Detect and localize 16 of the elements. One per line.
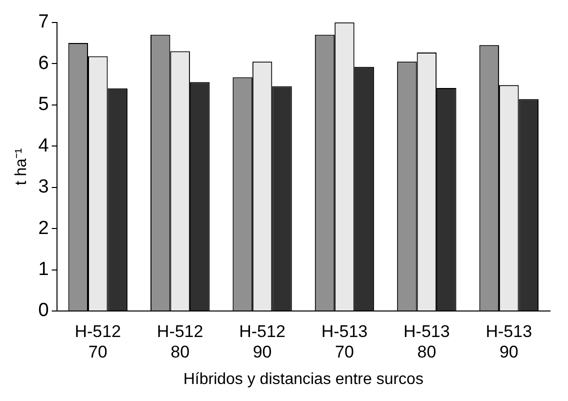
x-tick-label: H-513 70 — [321, 322, 368, 362]
x-tick-label: H-512 90 — [239, 322, 286, 362]
y-tick-label: 7 — [38, 12, 49, 33]
y-axis-title: t ha⁻¹ — [13, 148, 30, 186]
y-tick-label: 6 — [38, 52, 49, 74]
y-tick-label: 0 — [38, 300, 49, 322]
x-axis-title: Híbridos y distancias entre surcos — [183, 370, 424, 388]
y-tick-label: 2 — [38, 218, 49, 239]
x-tick-label: H-512 80 — [156, 322, 204, 362]
y-tick-label: 3 — [38, 176, 49, 198]
x-tick-label: H-513 80 — [404, 322, 450, 362]
x-tick-label: H-513 90 — [486, 322, 532, 362]
y-tick-label: 4 — [38, 135, 50, 156]
x-tick-label: H-512 70 — [74, 322, 122, 362]
y-tick-label: 1 — [38, 259, 49, 280]
y-tick-label: 5 — [38, 94, 49, 116]
